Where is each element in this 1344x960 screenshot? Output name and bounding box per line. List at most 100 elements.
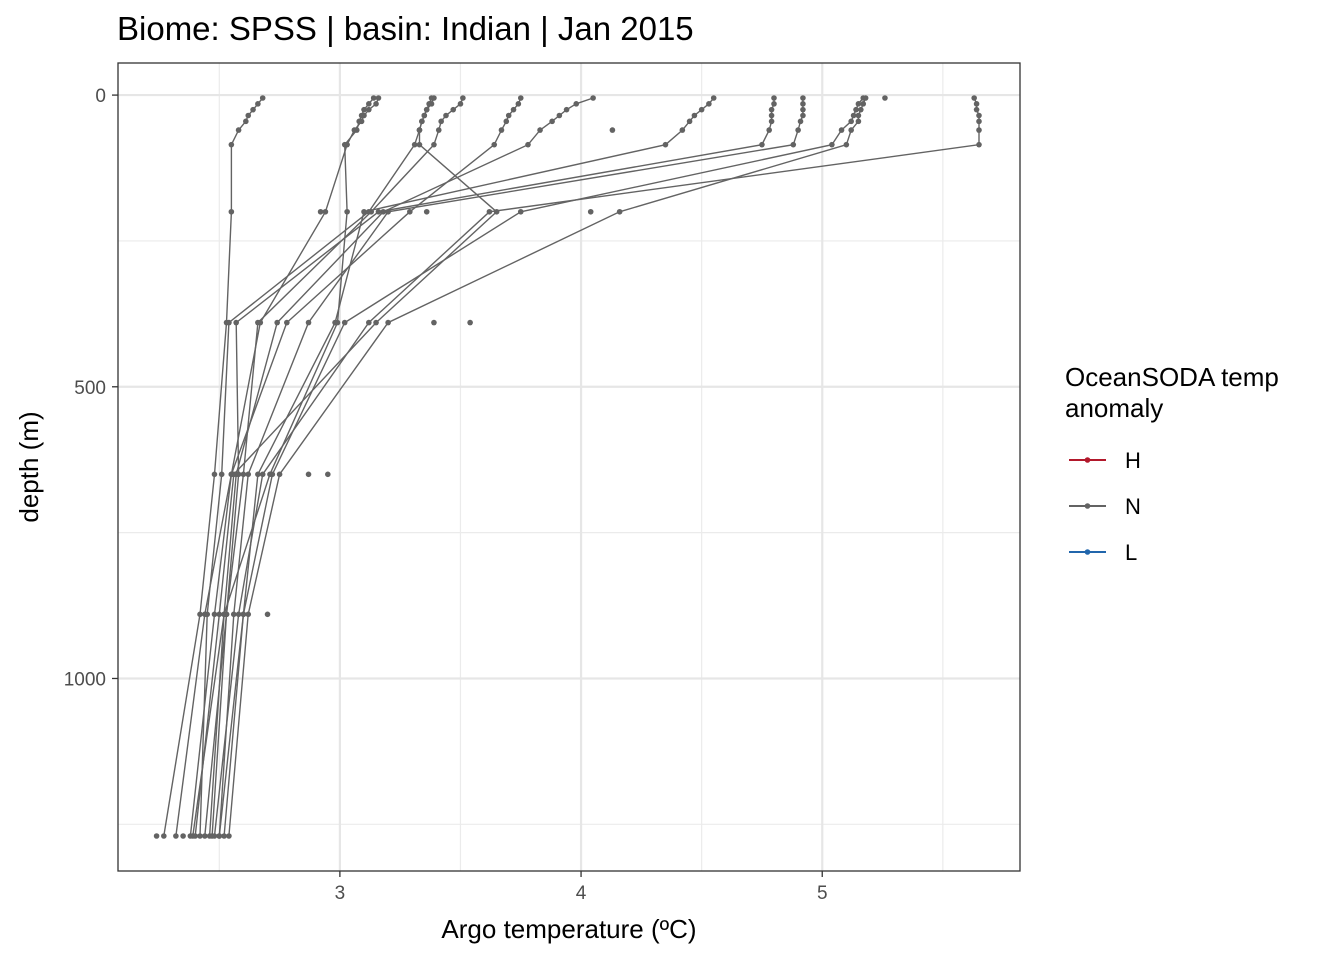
profile-point [698, 106, 705, 113]
x-axis-title: Argo temperature (ºC) [441, 914, 696, 944]
profile-point [848, 118, 854, 125]
profile-point [563, 106, 570, 113]
profile-point [800, 95, 806, 101]
profile-point [240, 611, 247, 618]
profile-point [848, 127, 854, 133]
profile-point [691, 112, 698, 119]
profile-point [240, 471, 247, 478]
profile-point [768, 112, 775, 119]
profile-point [211, 471, 218, 478]
profile-point [421, 112, 428, 119]
profile-point [609, 127, 616, 133]
profile-point [517, 208, 524, 215]
profile-point [341, 319, 348, 326]
profile-point [173, 833, 179, 839]
profile-point [710, 95, 717, 101]
legend-title-line-1: OceanSODA temp [1065, 362, 1279, 392]
profile-point [317, 208, 324, 215]
profile-point [385, 319, 391, 326]
profile-point [305, 319, 312, 326]
profile-point [385, 208, 391, 215]
profile-point [416, 127, 423, 133]
x-axis: 3 4 5 [335, 871, 828, 904]
profile-point [616, 208, 623, 215]
profile-point [679, 127, 686, 133]
profile-point [332, 319, 338, 326]
profile-point [368, 208, 375, 215]
panel-background [118, 63, 1020, 871]
profile-point [243, 118, 249, 125]
profile-point [971, 95, 977, 101]
profile-point [503, 118, 510, 125]
profile-point [202, 833, 208, 839]
legend-label-H: H [1125, 448, 1141, 473]
profile-point [797, 118, 804, 125]
profile-point [375, 95, 382, 101]
profile-point [218, 471, 225, 478]
profile-point [419, 118, 425, 125]
profile-point [587, 208, 594, 215]
profile-point [800, 112, 806, 119]
profile-point [855, 118, 862, 125]
profile-point [976, 112, 982, 119]
profile-point [226, 833, 232, 839]
profile-point [373, 319, 379, 326]
legend-keys: HNL [1069, 448, 1141, 565]
profile-point [284, 319, 290, 326]
profile-point [771, 95, 777, 101]
profile-point [976, 127, 982, 133]
profile-point [515, 101, 522, 107]
profile-point [276, 471, 283, 478]
profile-point [228, 471, 235, 478]
profile-point [370, 95, 377, 101]
profile-point [498, 127, 505, 133]
profile-point [450, 106, 457, 113]
profile-point [855, 101, 862, 107]
profile-point [228, 208, 235, 215]
profile-point [976, 118, 982, 125]
profile-point [375, 208, 382, 215]
profile-point [269, 471, 276, 478]
legend-title-line-2: anomaly [1065, 393, 1163, 423]
profile-point [510, 106, 517, 113]
profile-point [435, 127, 442, 133]
legend-label-N: N [1125, 494, 1141, 519]
profile-point [305, 471, 312, 478]
profile-point [795, 127, 801, 133]
profile-point [245, 471, 252, 478]
x-tick-label: 4 [576, 883, 587, 904]
profile-point [426, 101, 432, 107]
profile-point [973, 106, 980, 113]
profile-point [322, 208, 329, 215]
y-tick-label: 500 [74, 378, 106, 399]
profile-point [438, 118, 444, 125]
profile-point [858, 106, 864, 113]
profile-point [431, 319, 437, 326]
profile-point [766, 127, 772, 133]
y-axis-title: depth (m) [14, 411, 44, 522]
profile-point [197, 611, 203, 618]
profile-point [255, 471, 261, 478]
profile-point [411, 141, 418, 148]
profile-point [706, 101, 712, 107]
profile-point [850, 112, 857, 119]
profile-point [211, 833, 218, 839]
profile-point [187, 833, 194, 839]
grid-major [118, 63, 1020, 871]
profile-point [358, 112, 365, 119]
profile-point [486, 208, 493, 215]
profile-point [493, 208, 500, 215]
profile-point [416, 141, 423, 148]
profile-point [274, 319, 280, 326]
profile-point [366, 106, 372, 113]
profile-point [759, 141, 765, 148]
profile-point [443, 112, 449, 119]
profile-point [457, 101, 464, 107]
profile-point [325, 471, 331, 478]
profile-point [216, 611, 223, 618]
profile-point [431, 141, 437, 148]
profile-point [255, 319, 261, 326]
plot-panel [117, 62, 1021, 872]
legend-key-point-H [1084, 457, 1091, 463]
profile-point [829, 141, 835, 148]
